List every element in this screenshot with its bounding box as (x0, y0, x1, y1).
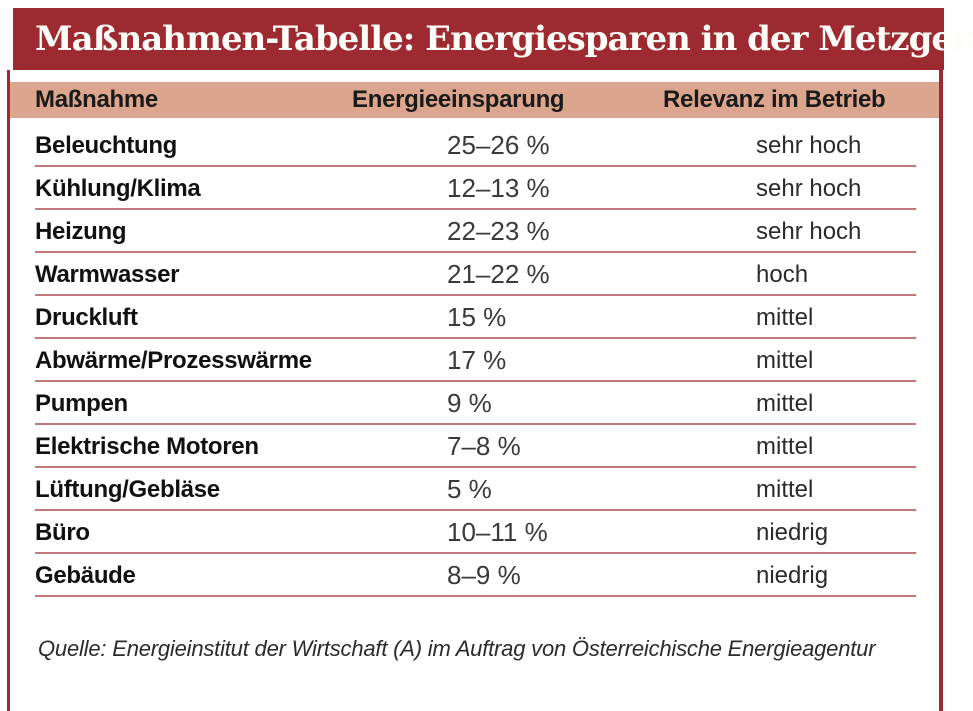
cell-einsparung: 17 % (447, 345, 507, 375)
cell-einsparung: 10–11 % (447, 517, 548, 547)
cell-massnahme: Beleuchtung (35, 131, 178, 159)
cell-relevanz: mittel (756, 432, 814, 460)
column-header-energieeinsparung: Energieeinsparung (352, 86, 565, 113)
table-row: Abwärme/Prozesswärme 17 % mittel (10, 339, 939, 382)
cell-massnahme: Gebäude (35, 561, 136, 589)
cell-relevanz: mittel (756, 346, 814, 374)
table-header-row: Maßnahme Energieeinsparung Relevanz im B… (10, 82, 939, 118)
table-row: Kühlung/Klima 12–13 % sehr hoch (10, 167, 939, 210)
cell-massnahme: Pumpen (35, 389, 128, 417)
cell-einsparung: 25–26 % (447, 130, 550, 160)
table-row: Büro 10–11 % niedrig (10, 511, 939, 554)
cell-relevanz: niedrig (756, 561, 829, 589)
cell-relevanz: mittel (756, 475, 814, 503)
cell-massnahme: Kühlung/Klima (35, 174, 201, 202)
cell-relevanz: sehr hoch (756, 217, 862, 245)
cell-relevanz: hoch (756, 260, 809, 288)
table-container: Maßnahme Energieeinsparung Relevanz im B… (7, 70, 943, 711)
title-bar: Maßnahmen-Tabelle: Energiesparen in der … (13, 8, 973, 70)
cell-relevanz: sehr hoch (756, 174, 862, 202)
cell-massnahme: Abwärme/Prozesswärme (35, 346, 312, 374)
page-title: Maßnahmen-Tabelle: Energiesparen in der … (35, 19, 973, 59)
table-row: Beleuchtung 25–26 % sehr hoch (10, 124, 939, 167)
cell-einsparung: 7–8 % (447, 431, 521, 461)
table-row: Heizung 22–23 % sehr hoch (10, 210, 939, 253)
table-row: Pumpen 9 % mittel (10, 382, 939, 425)
cell-einsparung: 22–23 % (447, 216, 550, 246)
cell-einsparung: 15 % (447, 302, 507, 332)
column-header-massnahme: Maßnahme (35, 86, 158, 113)
cell-massnahme: Druckluft (35, 303, 138, 331)
table-row: Warmwasser 21–22 % hoch (10, 253, 939, 296)
cell-relevanz: niedrig (756, 518, 829, 546)
cell-relevanz: mittel (756, 389, 814, 417)
cell-relevanz: sehr hoch (756, 131, 862, 159)
cell-massnahme: Elektrische Motoren (35, 432, 259, 460)
source-note: Quelle: Energieinstitut der Wirtschaft (… (38, 636, 876, 661)
table-row: Elektrische Motoren 7–8 % mittel (10, 425, 939, 468)
cell-einsparung: 9 % (447, 388, 492, 418)
cell-massnahme: Lüftung/Gebläse (35, 475, 220, 503)
cell-massnahme: Heizung (35, 217, 127, 245)
cell-einsparung: 5 % (447, 474, 492, 504)
cell-einsparung: 8–9 % (447, 560, 521, 590)
cell-einsparung: 21–22 % (447, 259, 550, 289)
table-row: Druckluft 15 % mittel (10, 296, 939, 339)
cell-einsparung: 12–13 % (447, 173, 550, 203)
column-header-relevanz: Relevanz im Betrieb (663, 86, 886, 113)
cell-relevanz: mittel (756, 303, 814, 331)
cell-massnahme: Warmwasser (35, 260, 180, 288)
table-row: Lüftung/Gebläse 5 % mittel (10, 468, 939, 511)
table-body: Beleuchtung 25–26 % sehr hoch Kühlung/Kl… (10, 124, 939, 597)
table-row: Gebäude 8–9 % niedrig (10, 554, 939, 597)
cell-massnahme: Büro (35, 518, 90, 546)
